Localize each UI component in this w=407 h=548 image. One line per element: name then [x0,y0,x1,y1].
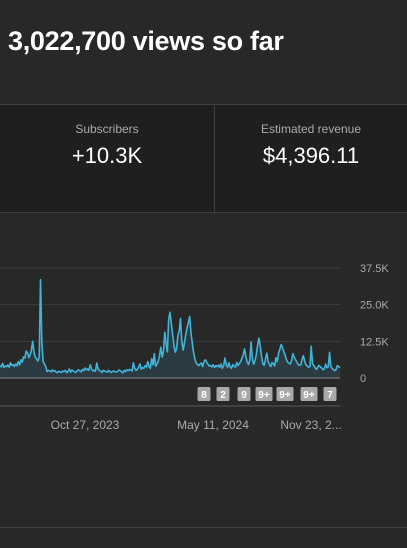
metrics-bottom-divider [0,212,407,213]
event-marker-count: 9 [241,390,247,401]
y-tick-label: 25.0K [360,300,389,312]
metric-value: +10.3K [71,143,143,168]
event-marker-badge[interactable]: 9+ [255,387,273,401]
x-tick-label: Nov 23, 2... [280,418,341,432]
metric-revenue[interactable]: Estimated revenue $4,396.11 [215,105,407,212]
event-marker-badge[interactable]: 9+ [300,387,318,401]
event-marker-badge[interactable]: 9 [237,387,251,401]
chart-container: 37.5K 25.0K 12.5K 0 8 2 9 9+ 9+ 9+ 7 Oct 27, 2023… [0,213,407,543]
header: 3,022,700 views so far [0,0,407,104]
event-marker-badge[interactable]: 9+ [276,387,294,401]
metrics-divider [214,105,215,212]
series-area-fill [0,279,340,378]
event-marker-badge[interactable]: 8 [197,387,211,401]
event-marker-count: 9+ [279,390,291,401]
metric-label: Estimated revenue [260,122,362,136]
metric-subscribers[interactable]: Subscribers +10.3K [0,105,214,212]
event-marker-count: 2 [220,390,226,401]
event-marker-badge[interactable]: 7 [323,387,337,401]
y-tick-label: 0 [360,373,366,385]
y-tick-label: 37.5K [360,263,389,275]
x-tick-label: Oct 27, 2023 [51,418,120,432]
views-headline: 3,022,700 views so far [8,26,284,56]
event-marker-count: 9+ [258,390,270,401]
metric-label: Subscribers [75,122,139,136]
views-chart[interactable]: 37.5K 25.0K 12.5K 0 8 2 9 9+ 9+ 9+ 7 Oct 27, 2023… [0,213,407,543]
metrics-row: Subscribers +10.3K Estimated revenue $4,… [0,105,407,212]
y-tick-label: 12.5K [360,336,389,348]
header-divider [0,104,407,105]
event-marker-count: 7 [327,390,333,401]
event-marker-count: 9+ [303,390,315,401]
metric-value: $4,396.11 [262,143,360,168]
series-line[interactable] [0,278,341,374]
footer-divider [0,527,407,528]
x-tick-label: May 11, 2024 [177,418,249,432]
event-marker-count: 8 [201,390,207,401]
event-marker-badge[interactable]: 2 [216,387,230,401]
